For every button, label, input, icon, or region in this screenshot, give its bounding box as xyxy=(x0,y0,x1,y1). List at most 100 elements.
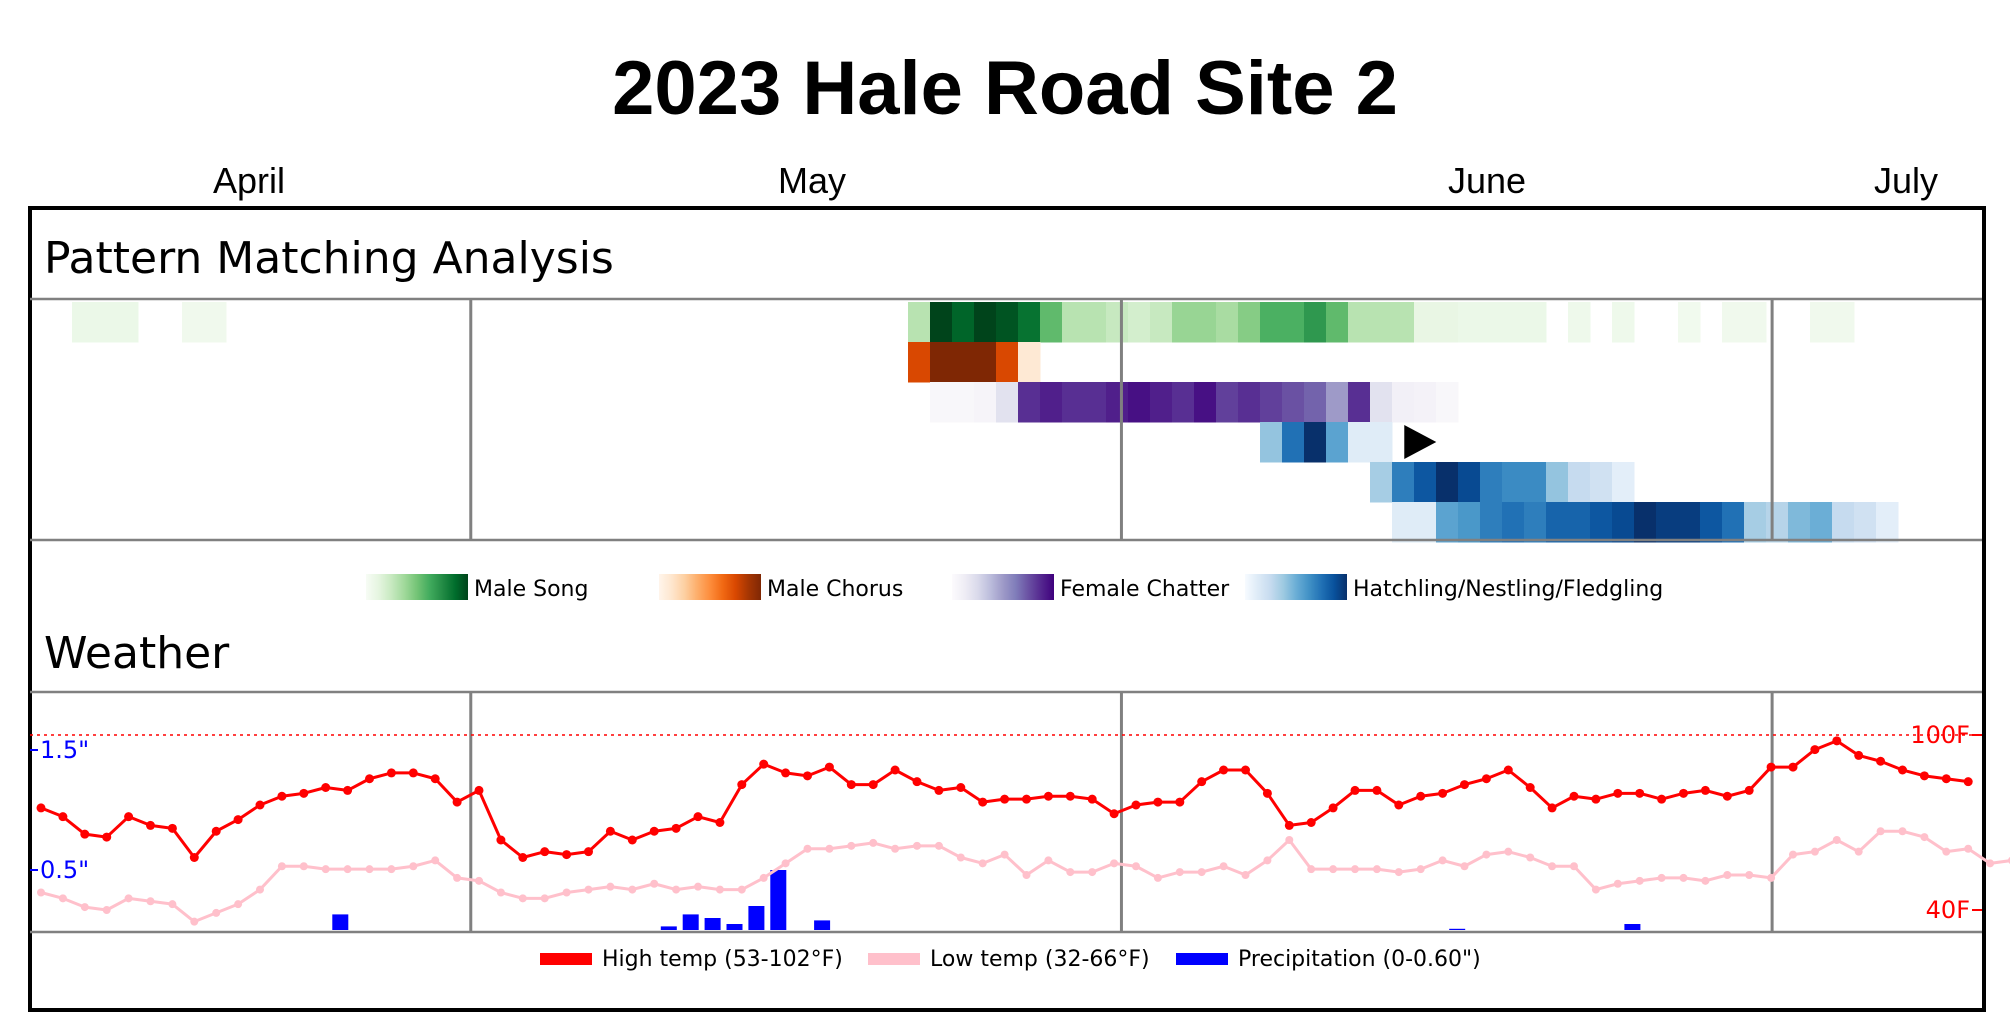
high-temp-point xyxy=(1657,794,1667,804)
high-temp-point xyxy=(781,768,791,778)
heatmap-cell xyxy=(1436,462,1459,503)
high-temp-point xyxy=(1503,765,1513,775)
low-temp-point xyxy=(1745,871,1754,879)
high-temp-point xyxy=(803,771,812,781)
precip-bar xyxy=(814,920,831,930)
low-temp-point xyxy=(1416,865,1425,874)
weather-panel: 1.5" 0.5" 100F 40F xyxy=(30,690,2010,934)
high-temp-point xyxy=(627,835,637,845)
high-temp-point xyxy=(824,762,834,772)
high-temp-point xyxy=(1679,788,1688,798)
low-temp-point xyxy=(1832,836,1841,844)
low-temp-point xyxy=(453,873,462,882)
low-temp-point xyxy=(277,862,286,871)
high-temp-point xyxy=(1022,794,1031,804)
heatmap-cell xyxy=(1458,302,1481,343)
high-temp-point xyxy=(36,803,46,813)
heatmap-cell xyxy=(1282,382,1305,423)
low-temp-point xyxy=(606,882,615,891)
high-temp-point xyxy=(868,780,878,790)
heatmap-cell xyxy=(1678,502,1701,543)
high-temp-point xyxy=(167,823,177,833)
weather-legend-label: Precipitation (0-0.60") xyxy=(1238,947,1481,972)
precip-bar xyxy=(332,914,349,930)
low-temp-point xyxy=(321,865,330,874)
heatmap-cell xyxy=(1348,302,1371,343)
high-temp-point xyxy=(912,777,922,787)
high-temp-point xyxy=(934,785,944,795)
heatmap-cell xyxy=(1172,382,1195,423)
weather-legend-swatch xyxy=(868,953,920,965)
heatmap-cell xyxy=(1018,382,1041,423)
heatmap-cell xyxy=(1194,382,1217,423)
low-temp-point xyxy=(1723,871,1732,879)
heatmap-cell xyxy=(1502,502,1525,543)
low-temp-point xyxy=(1219,862,1228,871)
low-temp-point xyxy=(387,865,396,874)
weather-legend: High temp (53-102°F) Low temp (32-66°F) Pr… xyxy=(540,947,1481,972)
high-temp-point xyxy=(846,780,856,790)
high-temp-point xyxy=(1153,797,1163,807)
heatmap-cell xyxy=(1414,502,1437,543)
high-temp-point xyxy=(1131,800,1141,810)
low-temp-point xyxy=(1767,873,1776,882)
legend-swatch xyxy=(952,574,1054,600)
low-temp-point xyxy=(803,844,812,853)
low-temp-point xyxy=(891,844,900,853)
heatmap-cell xyxy=(1304,302,1327,343)
heatmap-cell xyxy=(974,382,997,423)
low-temp-point xyxy=(1613,879,1622,888)
high-temp-point xyxy=(1525,783,1535,792)
precip-bar xyxy=(704,918,721,930)
heatmap-cell xyxy=(1392,462,1415,503)
heatmap-cell xyxy=(952,302,975,343)
heatmap-cell xyxy=(1018,342,1041,383)
precip-bar xyxy=(660,926,677,930)
heatmap-cell xyxy=(1370,302,1393,343)
heatmap-cell xyxy=(1106,382,1129,423)
high-temp-point xyxy=(365,774,374,784)
low-temp-point xyxy=(825,844,834,853)
heatmap-cell xyxy=(1832,502,1855,543)
low-temp-point xyxy=(1964,844,1973,853)
high-temp-point xyxy=(1832,736,1842,746)
heatmap-cell xyxy=(1524,502,1547,543)
low-temp-point xyxy=(409,862,418,871)
low-temp-point xyxy=(1394,868,1403,877)
temp-tick-label: 100F xyxy=(1910,721,1970,749)
heatmap-cell xyxy=(1590,502,1613,543)
high-temp-point xyxy=(605,826,615,836)
high-temp-point xyxy=(1854,750,1864,760)
low-temp-point xyxy=(1789,850,1797,859)
high-temp-point xyxy=(1350,785,1360,795)
heatmap-cell xyxy=(1326,302,1349,343)
low-temp-point xyxy=(1876,827,1885,836)
pattern-legend: Male Song Male Chorus Female Chatter Hatchl… xyxy=(366,574,1663,602)
heatmap-cell xyxy=(1194,302,1217,343)
heatmap-cell xyxy=(1216,302,1239,343)
heatmap-cell xyxy=(1150,382,1173,423)
heatmap-cell xyxy=(1634,502,1657,543)
heatmap-cell xyxy=(1524,462,1547,503)
high-temp-point xyxy=(1438,788,1448,798)
high-temp-point xyxy=(1372,785,1382,795)
weather-legend-swatch xyxy=(540,953,592,965)
high-temp-point xyxy=(1744,785,1754,795)
low-temp-point xyxy=(1263,856,1272,865)
high-temp-point xyxy=(1788,762,1798,772)
heatmap-cell xyxy=(204,302,227,343)
low-temp-point xyxy=(694,882,702,891)
low-temp-point xyxy=(80,903,89,912)
heatmap-cell xyxy=(1568,462,1591,503)
low-temp-point xyxy=(299,862,308,871)
high-temp-point xyxy=(1766,762,1776,772)
low-temp-point xyxy=(628,885,637,894)
heatmap-cell xyxy=(1810,502,1833,543)
heatmap-cell xyxy=(1062,382,1085,423)
high-temp-point xyxy=(1241,765,1250,775)
low-temp-point xyxy=(37,888,45,897)
heatmap-cell xyxy=(930,342,953,383)
low-temp-point xyxy=(650,879,659,888)
heatmap-cell xyxy=(1854,502,1877,543)
